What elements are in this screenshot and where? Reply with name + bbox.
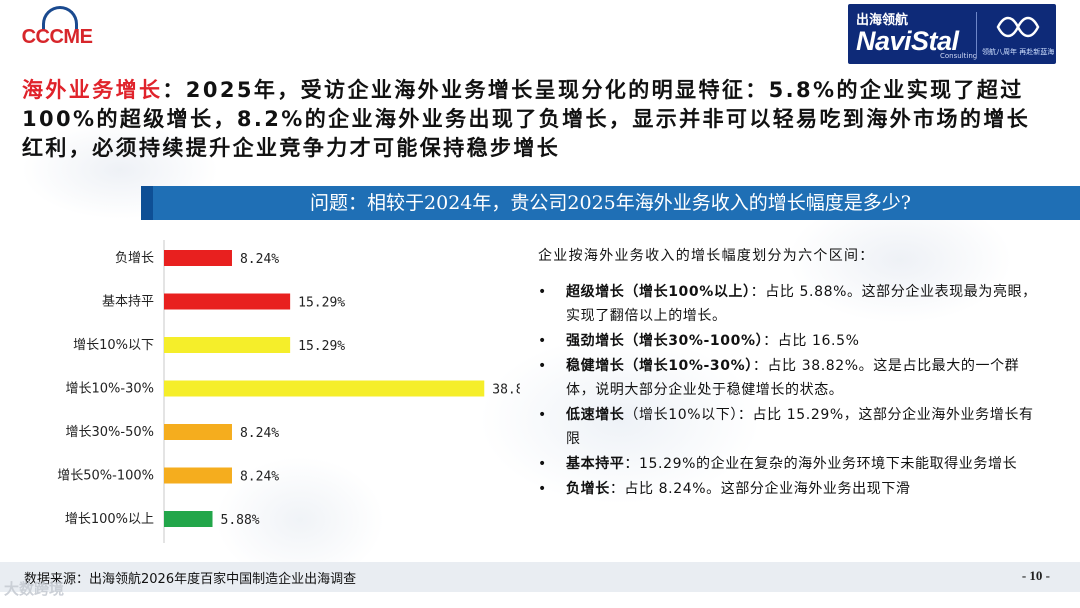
growth-bar-chart: 负增长 8.24% 基本持平 15.29% 增长10%以下 15.29% 增长10%-30%…: [0, 236, 520, 546]
bullet-icon: •: [538, 407, 547, 423]
panel-intro: 企业按海外业务收入的增长幅度划分为六个区间：: [538, 248, 875, 264]
item-text: （增长10%以下）：占比 15.29%，这部分企业海外业务增长有限: [566, 407, 1034, 447]
question-text: 问题：相较于2024年，贵公司2025年海外业务收入的增长幅度是多少?: [310, 192, 911, 214]
value-label: 8.24%: [240, 426, 279, 441]
value-label: 8.24%: [240, 470, 279, 485]
bullet-icon: •: [538, 358, 547, 374]
cccme-logo-text: CCCME: [21, 26, 93, 48]
list-item: • 超级增长（增长100%以上）：占比 5.88%。这部分企业表现最为亮眼，实现了…: [538, 280, 1048, 328]
item-text: ：15.29%的企业在复杂的海外业务环境下未能取得业务增长: [624, 456, 1018, 472]
navistal-logo: 出海领航 NaviStal Consulting 领航八周年 再赴新蓝海: [848, 4, 1056, 64]
watermark: 大数跨境: [4, 580, 65, 598]
category-label: 增长50%-100%: [57, 469, 154, 484]
navistal-logo-sub: Consulting: [940, 52, 978, 60]
bullet-icon: •: [538, 481, 547, 497]
logo-divider: [976, 12, 977, 56]
value-label: 15.29%: [298, 296, 345, 311]
headline-body: ：2025年，受访企业海外业务增长呈现分化的明显特征：5.8%的企业实现了超过1…: [22, 78, 1031, 160]
bar: [164, 250, 232, 266]
item-term: 强劲增长（增长30%-100%）: [566, 333, 764, 349]
chart-svg: 负增长 8.24% 基本持平 15.29% 增长10%以下 15.29% 增长10%-30%…: [57, 240, 520, 543]
category-label: 增长30%-50%: [66, 425, 154, 440]
item-term: 低速增长: [566, 407, 625, 423]
anniversary-mark-icon: [996, 16, 1040, 38]
globe-icon: [42, 6, 78, 31]
item-term: 基本持平: [566, 456, 625, 472]
bar: [164, 337, 291, 353]
bar: [164, 380, 485, 397]
item-text: ：占比 8.24%。这部分企业海外业务出现下滑: [609, 481, 911, 497]
question-banner-accent: [141, 186, 153, 220]
navistal-slogan: 领航八周年 再赴新蓝海: [982, 48, 1055, 56]
data-source-note: 数据来源：出海领航2026年度百家中国制造企业出海调查: [24, 572, 357, 587]
bar: [164, 424, 232, 440]
list-item: • 基本持平：15.29%的企业在复杂的海外业务环境下未能取得业务增长: [538, 452, 1048, 476]
item-term: 稳健增长（增长10%-30%）: [566, 358, 753, 374]
list-item: • 低速增长（增长10%以下）：占比 15.29%，这部分企业海外业务增长有限: [538, 403, 1048, 451]
list-item: • 负增长：占比 8.24%。这部分企业海外业务出现下滑: [538, 477, 1048, 501]
bar: [164, 293, 291, 310]
footer-bar: 数据来源：出海领航2026年度百家中国制造企业出海调查 - 10 -: [0, 562, 1080, 592]
value-label: 5.88%: [221, 513, 260, 528]
item-text: ：占比 16.5%: [763, 333, 860, 349]
bar: [164, 511, 213, 527]
value-label: 15.29%: [298, 339, 345, 354]
list-item: • 强劲增长（增长30%-100%）：占比 16.5%: [538, 329, 1048, 353]
category-label: 增长100%以上: [65, 512, 154, 527]
cccme-logo: CCCME: [14, 6, 100, 52]
headline-paragraph: 海外业务增长：2025年，受访企业海外业务增长呈现分化的明显特征：5.8%的企业…: [22, 76, 1052, 163]
right-explanation-panel: 企业按海外业务收入的增长幅度划分为六个区间： • 超级增长（增长100%以上）：占…: [538, 244, 1048, 502]
item-term: 超级增长（增长100%以上）: [566, 284, 751, 300]
headline-highlight: 海外业务增长: [22, 78, 163, 102]
bullet-icon: •: [538, 456, 547, 472]
item-term: 负增长: [566, 481, 610, 497]
value-label: 8.24%: [240, 252, 279, 267]
page-number: - 10 -: [1021, 568, 1050, 583]
value-label: 38.82%: [492, 383, 520, 398]
list-item: • 稳健增长（增长10%-30%）：占比 38.82%。这是占比最大的一个群体，说…: [538, 354, 1048, 402]
category-label: 增长10%以下: [73, 338, 154, 353]
category-label: 基本持平: [102, 295, 154, 310]
bullet-icon: •: [538, 333, 547, 349]
question-banner: 问题：相较于2024年，贵公司2025年海外业务收入的增长幅度是多少?: [141, 186, 1080, 220]
bullet-icon: •: [538, 284, 547, 300]
navistal-logo-cn: 出海领航: [856, 13, 909, 28]
navistal-logo-en: NaviStal: [856, 26, 959, 56]
item-text: ：占比 5.88%。这部分企业表现最为亮眼，实现了翻倍以上的增长。: [566, 284, 1037, 324]
explanation-list: • 超级增长（增长100%以上）：占比 5.88%。这部分企业表现最为亮眼，实现了…: [538, 280, 1048, 501]
item-text: ：占比 38.82%。这是占比最大的一个群体，说明大部分企业处于稳健增长的状态。: [566, 358, 1020, 398]
bar: [164, 467, 232, 484]
category-label: 负增长: [115, 251, 154, 266]
category-label: 增长10%-30%: [66, 382, 154, 397]
